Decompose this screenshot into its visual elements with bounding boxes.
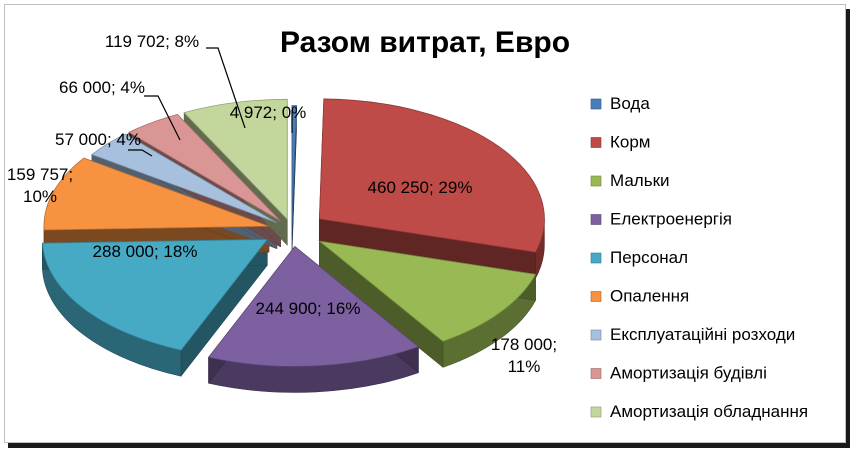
pie-tops xyxy=(41,98,545,367)
chart-title: Разом витрат, Евро xyxy=(280,26,570,59)
legend-label-вода: Вода xyxy=(610,94,650,113)
legend-swatch-персонал xyxy=(590,252,602,264)
legend-swatch-корм xyxy=(590,137,602,148)
leader-line-амортизація-обладнання xyxy=(206,47,246,129)
slice-експлуатаційні-розходи xyxy=(91,133,278,224)
slice-персонал xyxy=(41,238,269,351)
legend-label-амортизація-обладнання: Амортизація обладнання xyxy=(610,402,808,421)
data-label-корм: 460 250; 29% xyxy=(368,178,473,197)
data-label-опалення: 159 757; 10% xyxy=(7,165,73,206)
legend-swatch-амортизація-будівлі xyxy=(590,368,602,379)
legend-swatch-експлуатаційні-розходи xyxy=(590,329,602,341)
data-label-експлуатаційні-розходи: 57 000; 4% xyxy=(55,130,141,149)
data-label-персонал: 288 000; 18% xyxy=(93,242,198,261)
slice-амортизація-обладнання xyxy=(183,98,288,221)
leader-line-експлуатаційні-розходи xyxy=(128,149,153,157)
data-label-вода: 4 972; 0% xyxy=(230,103,307,122)
slice-електроенергія xyxy=(207,245,420,367)
legend-label-експлуатаційні-розходи: Експлуатаційні розходи xyxy=(610,325,795,344)
slice-вода xyxy=(291,105,297,226)
legend-label-корм: Корм xyxy=(610,133,651,152)
legend-label-електроенергія: Електроенергія xyxy=(610,210,732,229)
data-label-амортизація-обладнання: 119 702; 8% xyxy=(105,32,199,51)
slice-корм xyxy=(318,98,545,253)
data-label-мальки: 178 000; 11% xyxy=(491,335,557,376)
slice-мальки xyxy=(317,240,537,342)
legend-label-персонал: Персонал xyxy=(610,248,688,267)
legend: Вода Корм Мальки Електроенергія Персонал Опал… xyxy=(590,94,808,421)
legend-label-мальки: Мальки xyxy=(610,171,670,190)
legend-label-амортизація-будівлі: Амортизація будівлі xyxy=(610,364,767,383)
legend-swatch-вода xyxy=(590,98,602,110)
legend-swatch-мальки xyxy=(590,175,602,187)
legend-swatch-опалення xyxy=(590,291,602,302)
leader-line-амортизація-будівлі xyxy=(144,95,181,141)
data-label-електроенергія: 244 900; 16% xyxy=(256,299,361,318)
data-label-амортизація-будівлі: 66 000; 4% xyxy=(59,78,145,97)
slice-опалення xyxy=(43,157,270,231)
slice-амортизація-будівлі xyxy=(128,113,281,222)
legend-label-опалення: Опалення xyxy=(610,287,689,306)
legend-swatch-електроенергія xyxy=(590,214,602,225)
data-labels: 4 972; 0% 460 250; 29% 178 000; 11% 244 900;… xyxy=(7,32,557,376)
legend-swatch-амортизація-обладнання xyxy=(590,406,602,418)
pie-group xyxy=(41,98,545,393)
